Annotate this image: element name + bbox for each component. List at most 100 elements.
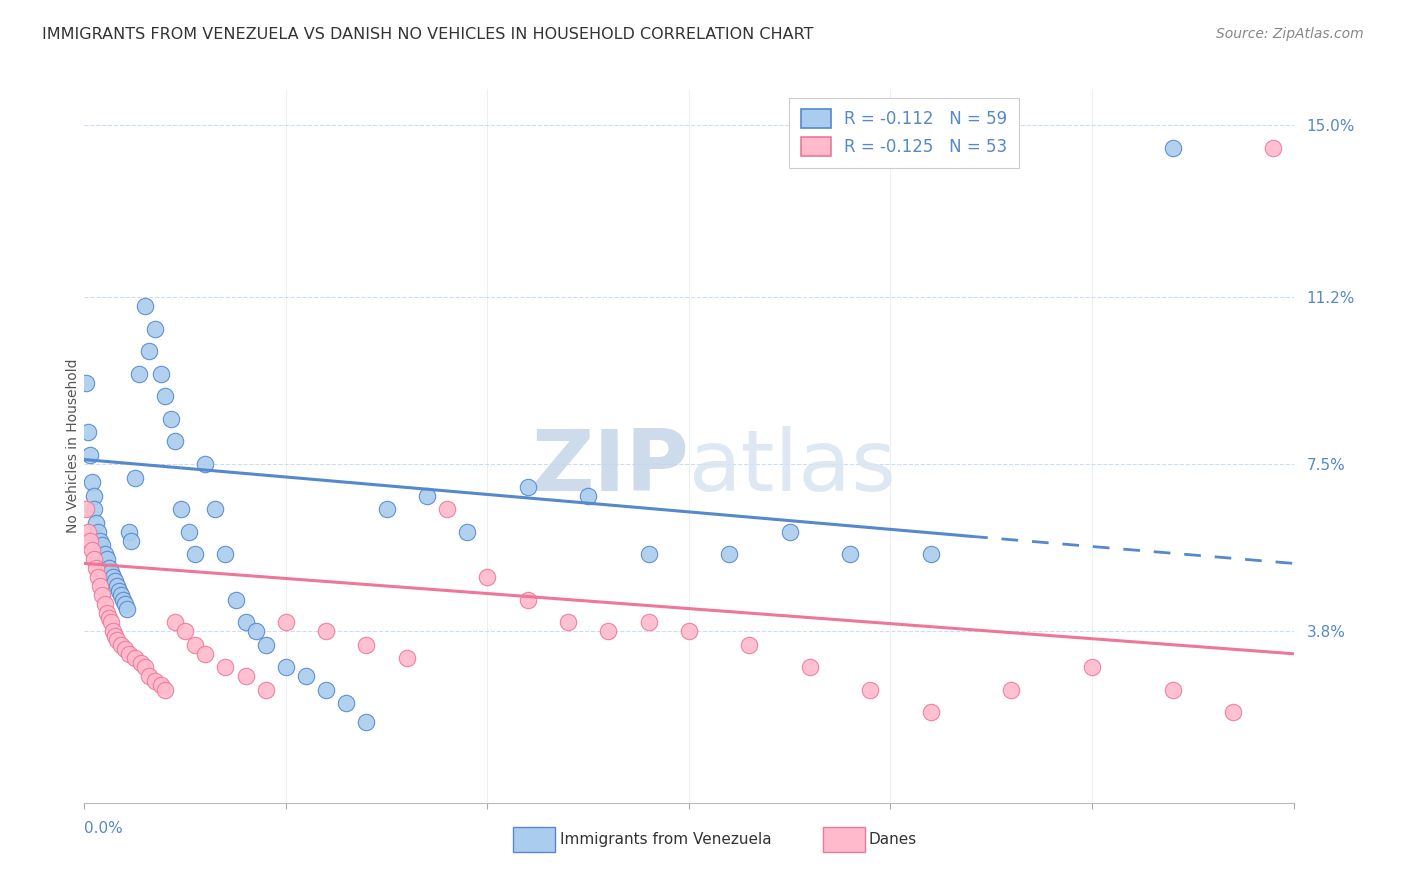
Point bbox=[214, 548, 236, 562]
Point bbox=[245, 624, 267, 639]
Point bbox=[194, 457, 217, 471]
Point bbox=[477, 570, 499, 584]
Point bbox=[93, 548, 115, 562]
Point bbox=[738, 638, 761, 652]
Point bbox=[124, 470, 146, 484]
Point bbox=[114, 642, 136, 657]
Point bbox=[79, 533, 101, 548]
Point bbox=[96, 552, 118, 566]
Point bbox=[315, 682, 337, 697]
Point bbox=[101, 570, 124, 584]
Point bbox=[516, 480, 538, 494]
Point bbox=[184, 638, 207, 652]
Point bbox=[100, 615, 122, 629]
Point bbox=[678, 624, 700, 639]
Point bbox=[576, 489, 599, 503]
Point bbox=[295, 669, 318, 683]
Legend: R = -0.112   N = 59, R = -0.125   N = 53: R = -0.112 N = 59, R = -0.125 N = 53 bbox=[789, 97, 1019, 168]
Point bbox=[91, 588, 114, 602]
Point bbox=[174, 624, 197, 639]
Point bbox=[920, 706, 942, 720]
Point bbox=[637, 615, 659, 629]
Point bbox=[87, 570, 110, 584]
Point bbox=[436, 502, 458, 516]
Point bbox=[165, 434, 187, 449]
Point bbox=[516, 592, 538, 607]
Point bbox=[118, 647, 141, 661]
Point bbox=[89, 533, 111, 548]
Text: ZIP: ZIP bbox=[531, 425, 689, 509]
Point bbox=[170, 502, 193, 516]
Point bbox=[91, 538, 114, 552]
Text: IMMIGRANTS FROM VENEZUELA VS DANISH NO VEHICLES IN HOUSEHOLD CORRELATION CHART: IMMIGRANTS FROM VENEZUELA VS DANISH NO V… bbox=[42, 27, 814, 42]
Point bbox=[128, 367, 150, 381]
Point bbox=[100, 566, 122, 580]
Point bbox=[254, 638, 277, 652]
Point bbox=[179, 524, 201, 539]
Text: 0.0%: 0.0% bbox=[84, 821, 124, 836]
Point bbox=[335, 697, 357, 711]
Point bbox=[637, 548, 659, 562]
Y-axis label: No Vehicles in Household: No Vehicles in Household bbox=[66, 359, 80, 533]
Point bbox=[105, 633, 128, 648]
Point bbox=[557, 615, 579, 629]
Point bbox=[83, 502, 105, 516]
Point bbox=[105, 579, 128, 593]
Point bbox=[124, 651, 146, 665]
Point bbox=[110, 588, 132, 602]
Point bbox=[356, 714, 378, 729]
Point bbox=[77, 425, 100, 440]
Point bbox=[110, 638, 132, 652]
Point bbox=[153, 682, 176, 697]
Point bbox=[165, 615, 187, 629]
Point bbox=[107, 583, 129, 598]
Point bbox=[77, 524, 100, 539]
Point bbox=[143, 321, 166, 335]
Point bbox=[315, 624, 337, 639]
Point bbox=[96, 606, 118, 620]
Point bbox=[356, 638, 378, 652]
Point bbox=[89, 579, 111, 593]
Point bbox=[184, 548, 207, 562]
Text: Immigrants from Venezuela: Immigrants from Venezuela bbox=[560, 832, 772, 847]
Point bbox=[129, 656, 152, 670]
Point bbox=[149, 367, 172, 381]
Text: atlas: atlas bbox=[689, 425, 897, 509]
Point bbox=[214, 660, 236, 674]
Point bbox=[153, 389, 176, 403]
Point bbox=[235, 615, 257, 629]
Point bbox=[416, 489, 439, 503]
Point bbox=[83, 489, 105, 503]
Point bbox=[134, 299, 156, 313]
Point bbox=[1161, 141, 1184, 155]
Point bbox=[115, 601, 138, 615]
Point bbox=[235, 669, 257, 683]
Point bbox=[118, 524, 141, 539]
Point bbox=[1081, 660, 1104, 674]
Point bbox=[859, 682, 882, 697]
Point bbox=[82, 542, 104, 557]
Point bbox=[839, 548, 862, 562]
Point bbox=[134, 660, 156, 674]
Point bbox=[395, 651, 418, 665]
Point bbox=[97, 561, 120, 575]
Point bbox=[111, 592, 134, 607]
Point bbox=[104, 629, 127, 643]
Point bbox=[120, 533, 142, 548]
Point bbox=[456, 524, 478, 539]
Point bbox=[274, 615, 297, 629]
Point bbox=[75, 376, 97, 390]
Point bbox=[114, 597, 136, 611]
Point bbox=[598, 624, 620, 639]
Point bbox=[149, 678, 172, 692]
Point bbox=[1161, 682, 1184, 697]
Point bbox=[160, 412, 183, 426]
Text: Source: ZipAtlas.com: Source: ZipAtlas.com bbox=[1216, 27, 1364, 41]
Text: Danes: Danes bbox=[869, 832, 917, 847]
Point bbox=[920, 548, 942, 562]
Point bbox=[375, 502, 398, 516]
Point bbox=[274, 660, 297, 674]
Point bbox=[97, 610, 120, 624]
Point bbox=[225, 592, 247, 607]
Point bbox=[143, 673, 166, 688]
